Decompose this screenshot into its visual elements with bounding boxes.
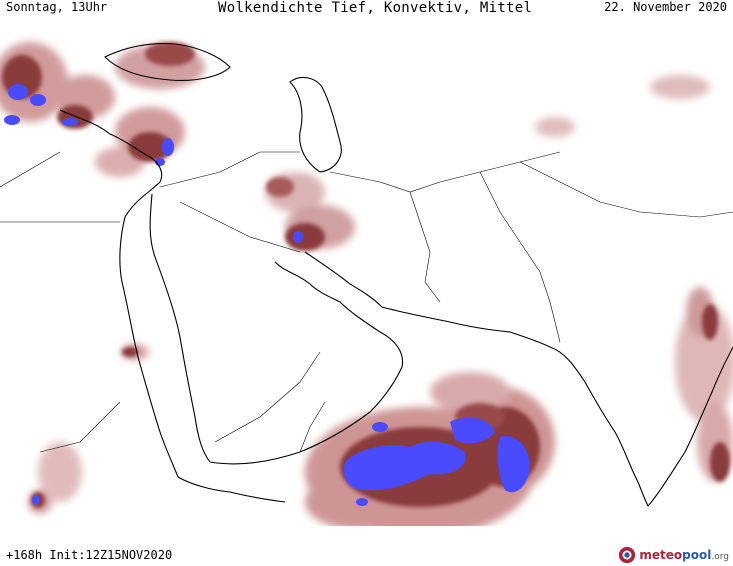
cloud-layer <box>0 42 733 526</box>
meteopool-logo-icon <box>619 546 636 564</box>
map-title: Wolkendichte Tief, Konvektiv, Mittel <box>218 0 533 16</box>
country-borders <box>0 151 733 453</box>
header: Sonntag, 13Uhr Wolkendichte Tief, Konvek… <box>0 0 733 22</box>
weather-map <box>0 42 733 526</box>
date-label: 22. November 2020 <box>604 0 727 14</box>
meteopool-logo[interactable]: meteopool.org <box>618 544 729 566</box>
map-outlines <box>59 43 733 507</box>
footer: +168h Init:12Z15NOV2020 meteopool.org <box>0 526 733 566</box>
meteopool-logo-text: meteopool.org <box>639 548 729 562</box>
day-time-label: Sonntag, 13Uhr <box>6 0 108 14</box>
forecast-info: +168h Init:12Z15NOV2020 <box>6 548 173 562</box>
